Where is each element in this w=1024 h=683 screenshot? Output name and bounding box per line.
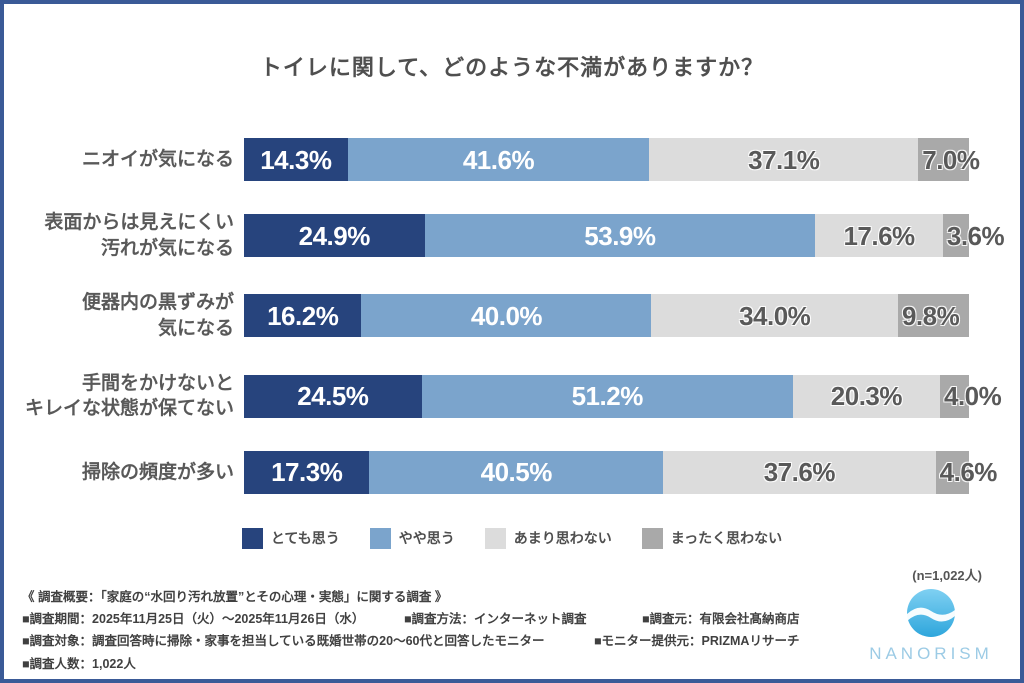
survey-source: ■調査元：有限会社髙納商店 bbox=[642, 612, 800, 627]
segment-value: 4.0% bbox=[943, 381, 1002, 412]
chart-rows: ニオイが気になる 14.3% 41.6% 37.1% 7.0% 表面からは見えにくい 汚れが… bbox=[12, 138, 1020, 494]
segment-value: 3.6% bbox=[946, 220, 1005, 251]
monitor-provider: ■モニター提供元：PRIZMAリサーチ bbox=[594, 634, 800, 649]
bar-segment: 37.1% bbox=[649, 138, 919, 181]
category-label: 表面からは見えにくい 汚れが気になる bbox=[44, 212, 234, 259]
segment-value: 53.9% bbox=[584, 220, 656, 251]
survey-overview-line4: ■調査人数：1,022人 bbox=[22, 653, 856, 675]
category-label: 便器内の黒ずみが 気になる bbox=[81, 292, 234, 339]
category-label: 掃除の頻度が多い bbox=[81, 461, 234, 483]
legend-item: まったく思わない bbox=[641, 527, 783, 549]
bar-segment: 3.6% bbox=[942, 214, 1005, 258]
bar-segment: 24.5% bbox=[244, 374, 422, 418]
stacked-bar: 24.9% 53.9% 17.6% 3.6% bbox=[244, 214, 1005, 258]
legend: とても思う やや思う あまり思わない まったく思わない bbox=[4, 527, 1020, 549]
survey-overview-line3: ■調査対象：調査回答時に掃除・家事を担当している既婚世帯の20〜60代と回答した… bbox=[22, 630, 856, 652]
bar-segment: 16.2% bbox=[244, 294, 362, 338]
stacked-bar: 14.3% 41.6% 37.1% 7.0% bbox=[244, 138, 980, 181]
bar-segment: 14.3% bbox=[244, 138, 348, 181]
segment-value: 24.9% bbox=[298, 220, 371, 251]
bar-segment: 4.6% bbox=[935, 450, 997, 494]
stacked-bar-chart: ニオイが気になる 14.3% 41.6% 37.1% 7.0% 表面からは見えにくい 汚れが… bbox=[4, 138, 1020, 494]
brand-logo: NANORISM bbox=[856, 586, 1006, 664]
segment-value: 40.0% bbox=[470, 300, 543, 331]
segment-value: 40.5% bbox=[480, 457, 553, 488]
segment-value: 37.1% bbox=[748, 144, 820, 175]
segment-value: 9.8% bbox=[901, 300, 960, 331]
bar-segment: 9.8% bbox=[897, 294, 969, 338]
survey-overview-title: 《 調査概要：「家庭の“水回り汚れ放置”とその心理・実態」に関する調査 》 bbox=[22, 589, 448, 604]
segment-value: 37.6% bbox=[763, 457, 836, 488]
chart-title: トイレに関して、どのような不満がありますか？ bbox=[259, 55, 765, 80]
legend-item: あまり思わない bbox=[484, 527, 612, 549]
category-label: 手間をかけないと キレイな状態が保てない bbox=[24, 372, 234, 420]
segment-value: 4.6% bbox=[939, 457, 998, 488]
chart-row: ニオイが気になる 14.3% 41.6% 37.1% 7.0% bbox=[12, 138, 1020, 181]
segment-value: 17.6% bbox=[843, 220, 915, 251]
survey-target: ■調査対象：調査回答時に掃除・家事を担当している既婚世帯の20〜60代と回答した… bbox=[22, 634, 545, 649]
chart-row: 便器内の黒ずみが 気になる 16.2% 40.0% 34.0% 9.8% bbox=[12, 290, 1020, 341]
stacked-bar: 16.2% 40.0% 34.0% 9.8% bbox=[244, 294, 969, 338]
bar-segment: 51.2% bbox=[421, 374, 793, 418]
legend-item: やや思う bbox=[369, 527, 455, 549]
segment-value: 41.6% bbox=[462, 144, 535, 175]
sample-size-label: (n=1,022人) bbox=[912, 567, 982, 583]
segment-value: 24.5% bbox=[297, 381, 369, 412]
bar-segment: 17.3% bbox=[244, 450, 370, 494]
brand-name: NANORISM bbox=[869, 643, 993, 663]
bar-segment: 34.0% bbox=[651, 294, 898, 338]
legend-label: まったく思わない bbox=[670, 530, 783, 547]
bar-segment: 37.6% bbox=[663, 450, 936, 494]
bar-segment: 17.6% bbox=[815, 214, 943, 258]
footer: 《 調査概要：「家庭の“水回り汚れ放置”とその心理・実態」に関する調査 》 ■調… bbox=[4, 584, 1020, 675]
segment-value: 34.0% bbox=[739, 300, 811, 331]
chart-row: 表面からは見えにくい 汚れが気になる 24.9% 53.9% 17.6% 3.6% bbox=[12, 210, 1020, 261]
survey-overview-line2: ■調査期間：2025年11月25日（火）〜2025年11月26日（水） ■調査方法… bbox=[22, 608, 856, 630]
legend-swatch bbox=[241, 527, 263, 549]
bar-segment: 4.0% bbox=[939, 374, 1002, 418]
survey-method: ■調査方法：インターネット調査 bbox=[404, 612, 587, 627]
segment-value: 7.0% bbox=[922, 144, 980, 175]
bar-segment: 40.0% bbox=[361, 294, 652, 338]
segment-value: 16.2% bbox=[267, 300, 339, 331]
survey-overview: 《 調査概要：「家庭の“水回り汚れ放置”とその心理・実態」に関する調査 》 ■調… bbox=[22, 586, 856, 675]
bar-segment: 20.3% bbox=[792, 374, 940, 418]
stacked-bar: 24.5% 51.2% 20.3% 4.0% bbox=[244, 374, 1002, 418]
segment-value: 14.3% bbox=[260, 144, 332, 175]
legend-swatch bbox=[369, 527, 391, 549]
bar-segment: 40.5% bbox=[369, 450, 664, 494]
bar-segment: 41.6% bbox=[347, 138, 650, 181]
legend-item: とても思う bbox=[241, 527, 340, 549]
segment-value: 51.2% bbox=[571, 381, 644, 412]
chart-row: 掃除の頻度が多い 17.3% 40.5% 37.6% 4.6% bbox=[12, 450, 1020, 494]
legend-label: とても思う bbox=[270, 530, 340, 547]
wave-circle-icon bbox=[907, 588, 955, 637]
legend-label: あまり思わない bbox=[513, 530, 612, 547]
legend-label: やや思う bbox=[398, 530, 455, 547]
chart-row: 手間をかけないと キレイな状態が保てない 24.5% 51.2% 20.3% 4.0% bbox=[12, 371, 1020, 422]
bar-segment: 53.9% bbox=[424, 214, 816, 258]
segment-value: 20.3% bbox=[830, 381, 903, 412]
legend-swatch bbox=[641, 527, 663, 549]
legend-swatch bbox=[484, 527, 506, 549]
bar-segment: 7.0% bbox=[918, 138, 980, 181]
survey-period: ■調査期間：2025年11月25日（火）〜2025年11月26日（水） bbox=[22, 612, 365, 627]
bar-segment: 24.9% bbox=[244, 214, 425, 258]
survey-respondents: ■調査人数：1,022人 bbox=[22, 656, 136, 671]
segment-value: 17.3% bbox=[271, 457, 343, 488]
stacked-bar: 17.3% 40.5% 37.6% 4.6% bbox=[244, 450, 997, 494]
category-label: ニオイが気になる bbox=[81, 148, 234, 170]
